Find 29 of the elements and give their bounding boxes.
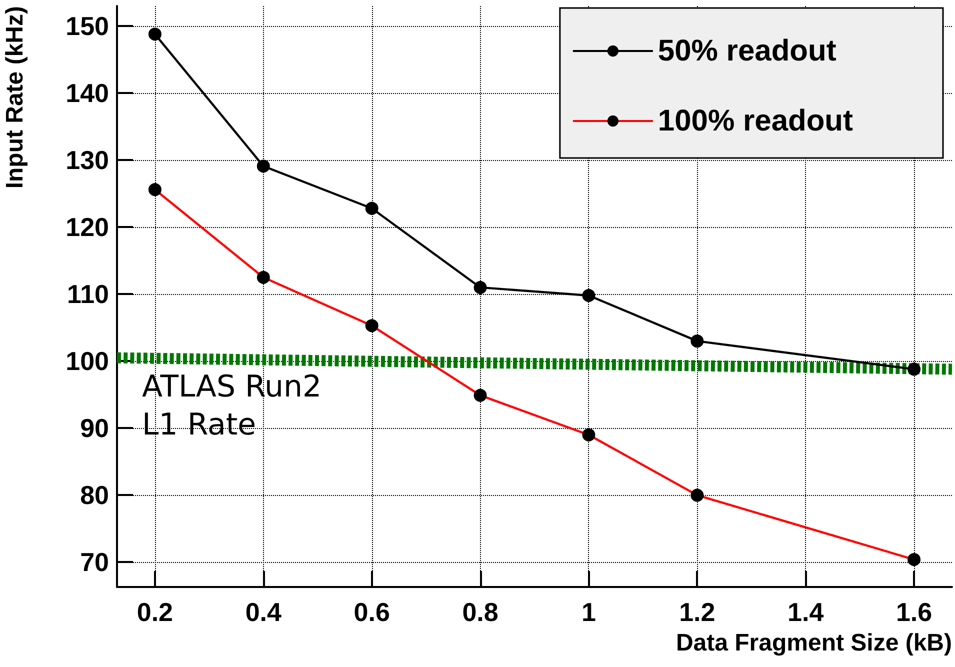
- point: [908, 362, 921, 376]
- point: [148, 28, 162, 41]
- y-tick-label: 70: [80, 547, 109, 578]
- x-tick-label: 1.6: [896, 597, 932, 627]
- y-tick-label: 90: [80, 413, 109, 444]
- legend-label: 100% readout: [658, 104, 854, 138]
- series-label: ATLAS Run2 L1 Rate: [142, 369, 322, 442]
- y-tick-label: 140: [66, 78, 109, 108]
- x-tick-label: 1.2: [679, 597, 716, 627]
- y-tick-label: 110: [67, 279, 109, 310]
- y-tick-label: 100: [66, 346, 109, 376]
- point: [582, 289, 596, 302]
- point: [474, 280, 487, 294]
- x-tick-label: 1.4: [788, 597, 824, 627]
- y-tick-label: 130: [66, 145, 109, 176]
- x-tick-label: 0.4: [245, 597, 282, 627]
- y-tick-label: 80: [80, 480, 109, 510]
- x-tick-label: 0.2: [136, 597, 174, 627]
- x-tick-label: 1: [581, 597, 596, 627]
- x-tick-label: 0.8: [462, 597, 498, 627]
- y-tick-label: 150: [66, 11, 109, 42]
- point: [690, 334, 704, 348]
- legend-label: 50% readout: [658, 34, 836, 68]
- y-tick-label: 120: [66, 212, 109, 242]
- y-axis-title: Input Rate (kHz): [2, 6, 28, 189]
- x-tick-label: 0.6: [354, 597, 390, 627]
- point: [256, 160, 270, 173]
- x-axis-title: Data Fragment Size (kB): [676, 630, 952, 656]
- point: [365, 202, 378, 215]
